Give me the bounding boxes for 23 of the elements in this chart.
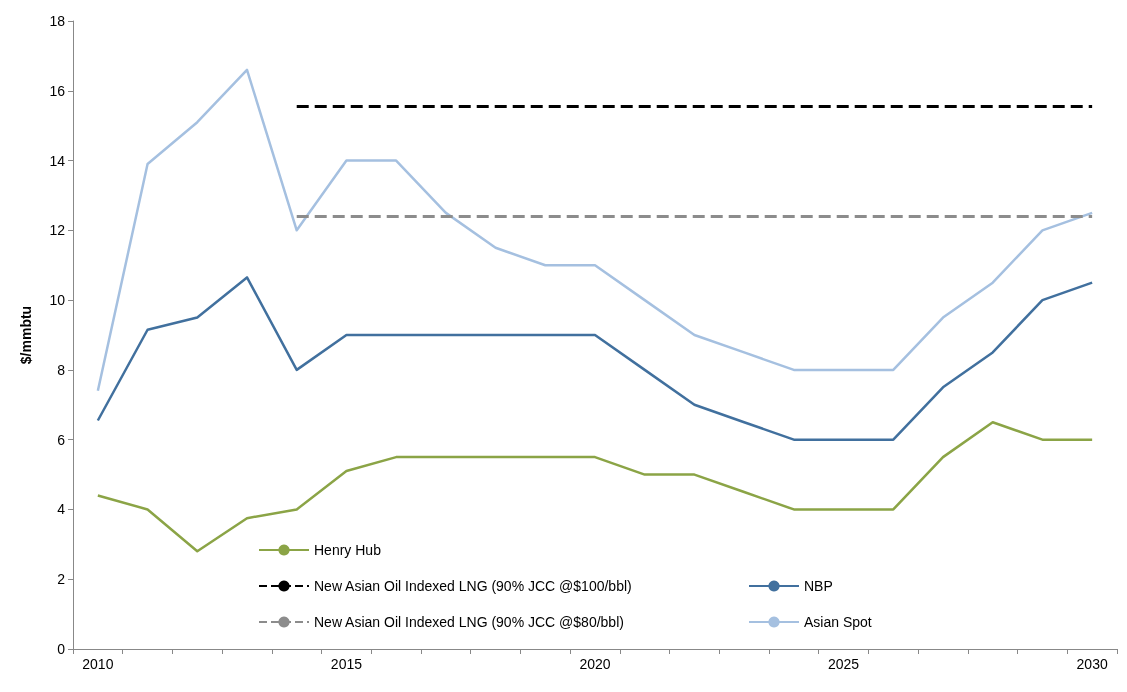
- y-tick-label: 6: [57, 431, 66, 448]
- y-tick-label: 8: [57, 361, 66, 378]
- legend-label: New Asian Oil Indexed LNG (90% JCC @$80/bbl): [314, 614, 624, 630]
- y-tick-label: 14: [49, 152, 66, 169]
- line-series: [96, 276, 1094, 441]
- y-tick-label: 12: [49, 222, 66, 239]
- x-tick-label: 2010: [82, 656, 114, 672]
- y-tick-label: 0: [57, 641, 66, 657]
- y-tick-label: 4: [57, 501, 66, 518]
- line-series: [96, 68, 1094, 393]
- y-tick-label: 18: [49, 13, 66, 29]
- legend-label: New Asian Oil Indexed LNG (90% JCC @$100/bbl): [314, 578, 632, 594]
- legend-label: Asian Spot: [804, 614, 872, 630]
- x-tick-label: 2020: [579, 656, 611, 672]
- y-axis-title: $/mmbtu: [18, 305, 34, 365]
- x-tick-label: 2015: [330, 656, 363, 672]
- legend-label: NBP: [804, 578, 833, 594]
- x-tick-label: 2025: [827, 656, 860, 672]
- y-tick-label: 10: [49, 292, 66, 309]
- y-tick-label: 2: [57, 571, 66, 588]
- legend-label: Henry Hub: [314, 542, 382, 558]
- y-tick-label: 16: [49, 82, 66, 99]
- x-tick-label: 2030: [1076, 656, 1108, 672]
